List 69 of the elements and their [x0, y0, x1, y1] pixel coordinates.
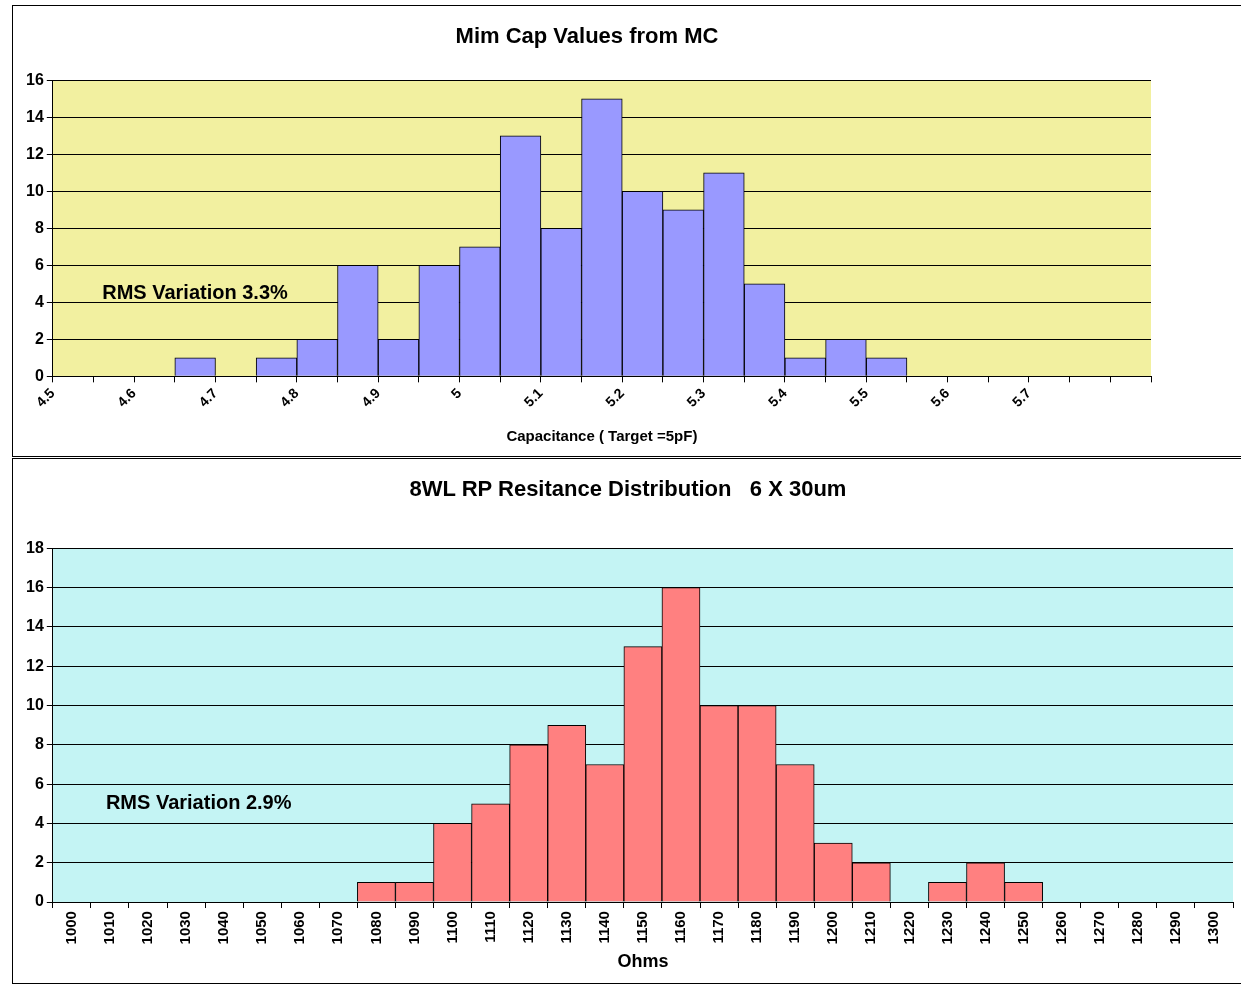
- y-tick-label: 8: [34, 735, 44, 753]
- x-tick-label: 1070: [328, 911, 346, 945]
- y-tick-label: 10: [26, 695, 44, 713]
- x-tick-label: 1210: [861, 911, 879, 945]
- x-tick-label: 5.5: [846, 384, 872, 410]
- x-tick-label: 1250: [1013, 911, 1031, 945]
- x-tick-label: 1290: [1166, 911, 1184, 945]
- x-tick-label: 1180: [747, 911, 765, 944]
- x-tick-label: 1150: [633, 911, 651, 944]
- x-tick-label: 1110: [480, 911, 498, 943]
- x-tick-label: 1090: [404, 911, 422, 945]
- x-tick-label: 1270: [1089, 911, 1107, 945]
- x-tick-label: 1240: [975, 911, 993, 945]
- annotation: RMS Variation 3.3%: [102, 281, 289, 304]
- y-tick-label: 2: [34, 853, 44, 871]
- y-tick-label: 18: [26, 538, 44, 556]
- x-tick-label: 1120: [518, 911, 536, 944]
- x-tick-label: 1140: [594, 911, 612, 944]
- x-tick-label: 5.1: [520, 384, 546, 410]
- y-tick-label: 10: [26, 181, 44, 199]
- x-tick-label: 1010: [100, 911, 118, 945]
- y-tick-label: 16: [26, 70, 44, 88]
- x-tick-label: 4.7: [195, 384, 221, 410]
- x-tick-label: 1130: [556, 911, 574, 944]
- y-tick-label: 8: [34, 218, 44, 236]
- chart-title: 8WL RP Resitance Distribution 6 X 30um: [409, 476, 847, 502]
- x-tick-label: 1190: [785, 911, 803, 944]
- x-axis-title: Capacitance ( Target =5pF): [506, 427, 698, 445]
- x-tick-label: 1030: [176, 911, 194, 945]
- x-tick-label: 1050: [252, 911, 270, 945]
- y-tick-label: 4: [34, 292, 44, 310]
- x-axis-title: Ohms: [617, 951, 669, 972]
- x-tick-label: 1160: [671, 911, 689, 944]
- x-tick-label: 1100: [442, 911, 460, 944]
- x-tick-label: 4.8: [276, 384, 302, 410]
- x-tick-label: 5.2: [602, 384, 628, 410]
- x-tick-label: 1170: [709, 911, 727, 944]
- y-tick-label: 6: [34, 255, 44, 273]
- x-tick-label: 4.5: [32, 384, 58, 410]
- x-tick-label: 1080: [366, 911, 384, 945]
- y-tick-label: 14: [26, 617, 44, 635]
- x-tick-label: 1220: [899, 911, 917, 945]
- x-tick-label: 5.3: [683, 384, 709, 410]
- x-tick-label: 5.7: [1008, 384, 1034, 410]
- x-tick-label: 1060: [290, 911, 308, 945]
- y-tick-label: 4: [34, 813, 44, 831]
- x-tick-label: 1040: [214, 911, 232, 945]
- y-tick-label: 12: [26, 656, 44, 674]
- x-tick-label: 1230: [937, 911, 955, 945]
- y-tick-label: 14: [26, 107, 44, 125]
- y-tick-label: 16: [26, 578, 44, 596]
- x-tick-label: 1260: [1051, 911, 1069, 945]
- x-tick-label: 1200: [823, 911, 841, 945]
- y-tick-label: 0: [34, 892, 44, 910]
- y-tick-label: 2: [34, 329, 44, 347]
- y-tick-label: 12: [26, 144, 44, 162]
- x-tick-label: 1000: [61, 911, 79, 945]
- x-tick-label: 5.4: [764, 384, 790, 410]
- x-tick-label: 1300: [1204, 911, 1222, 945]
- x-tick-label: 4.9: [357, 384, 384, 410]
- x-tick-label: 5.6: [927, 384, 953, 410]
- x-tick-label: 1280: [1127, 911, 1145, 945]
- annotation: RMS Variation 2.9%: [105, 790, 292, 813]
- chart-title: Mim Cap Values from MC: [455, 23, 719, 49]
- x-tick-label: 1020: [138, 911, 156, 945]
- x-tick-label: 5: [447, 384, 465, 402]
- y-tick-label: 6: [34, 774, 44, 792]
- y-tick-label: 0: [34, 366, 44, 384]
- x-tick-label: 4.6: [113, 384, 140, 410]
